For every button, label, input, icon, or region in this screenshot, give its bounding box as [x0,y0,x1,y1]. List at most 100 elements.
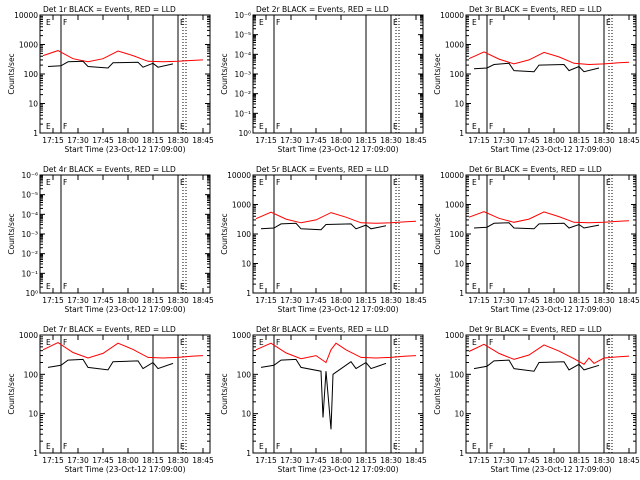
x-tick-label: 17:30 [280,296,302,305]
x-tick-label: 18:15 [142,456,164,465]
x-tick-label: 18:15 [355,456,377,465]
x-tick-label: 17:15 [468,456,490,465]
x-tick-label: 18:00 [543,136,565,145]
y-tick-label: 10 [241,260,251,269]
y-tick-label: 1 [246,289,251,298]
x-tick-label: 17:30 [493,296,515,305]
segment-marker: E [180,442,185,451]
y-tick-label: 100 [450,230,465,239]
panel-det-8r: Det 8r BLACK = Events, RED = LLD 1 10 100 10… [220,325,427,474]
segment-marker-top: E [46,178,51,187]
x-tick-label: 18:45 [192,136,214,145]
plot-frame [465,14,637,134]
segment-marker-top: E [606,338,611,347]
segment-marker: E [472,122,477,131]
segment-marker-top: E [393,338,398,347]
x-tick-label: 18:30 [167,296,189,305]
y-tick-label: 1000 [445,41,464,50]
plot-frame [465,334,637,454]
y-tick-label: 1000 [19,41,38,50]
y-tick-label: 10000 [14,11,38,20]
y-tick-label: 10⁻⁵ [234,31,251,40]
segment-marker-top: F [63,18,67,27]
x-tick-label: 18:15 [568,296,590,305]
x-axis-label: Start Time (23-Oct-12 17:09:00) [277,145,398,154]
x-tick-label: 18:15 [568,136,590,145]
x-tick-label: 18:30 [380,136,402,145]
segment-marker-top: F [63,178,67,187]
x-tick-label: 18:45 [618,456,640,465]
segment-marker: E [46,442,51,451]
panel-title: Det 4r BLACK = Events, RED = LLD [43,165,176,174]
segment-marker-top: E [472,178,477,187]
x-tick-label: 18:30 [167,456,189,465]
plot-frame [252,14,424,134]
y-axis-label: Counts/sec [220,373,229,414]
y-axis-label: Counts/sec [7,373,16,414]
y-tick-label: 10⁻⁴ [21,210,38,219]
x-tick-label: 18:45 [405,296,427,305]
segment-marker: E [606,442,611,451]
segment-marker: E [472,442,477,451]
plot-frame [39,334,211,454]
segment-marker: F [63,122,67,131]
x-tick-label: 17:45 [305,136,327,145]
x-tick-label: 17:30 [67,296,89,305]
x-tick-label: 18:00 [543,296,565,305]
segment-marker-top: F [489,18,493,27]
x-axis-label: Start Time (23-Oct-12 17:09:00) [490,465,611,474]
x-tick-label: 18:00 [117,136,139,145]
segment-marker-top: E [393,18,398,27]
segment-marker-top: E [259,178,264,187]
x-tick-label: 18:30 [167,136,189,145]
x-tick-label: 18:30 [593,136,615,145]
segment-marker: F [489,122,493,131]
events-series-line [260,222,387,231]
segment-marker: F [63,442,67,451]
segment-marker-top: E [180,18,185,27]
x-tick-label: 18:30 [380,296,402,305]
x-tick-label: 18:30 [593,456,615,465]
x-tick-label: 17:30 [280,456,302,465]
events-series-line [47,60,174,69]
y-tick-label: 10 [28,100,38,109]
segment-marker-top: E [180,178,185,187]
x-tick-label: 18:15 [568,456,590,465]
y-tick-label: 10⁻¹ [234,109,251,118]
y-tick-label: 10000 [440,11,464,20]
x-tick-label: 18:15 [142,296,164,305]
x-axis-label: Start Time (23-Oct-12 17:09:00) [64,305,185,314]
plot-frame [465,174,637,294]
y-tick-label: 10⁻⁴ [234,50,251,59]
x-tick-label: 17:15 [255,456,277,465]
y-tick-label: 10 [454,100,464,109]
segment-marker-top: E [259,18,264,27]
y-tick-label: 10⁻⁶ [21,171,38,180]
events-series-line [473,359,600,372]
x-tick-label: 18:45 [192,456,214,465]
y-tick-label: 10 [28,410,38,419]
y-tick-label: 1 [459,129,464,138]
segment-marker: E [259,442,264,451]
events-series-line [473,62,600,73]
panel-det-7r: Det 7r BLACK = Events, RED = LLD 1 10 100 10… [7,325,214,474]
x-tick-label: 17:15 [468,136,490,145]
y-tick-label: 100 [24,70,39,79]
segment-marker-top: F [489,178,493,187]
y-tick-label: 10⁻³ [234,70,251,79]
panel-title: Det 5r BLACK = Events, RED = LLD [256,165,389,174]
plot-frame [39,174,211,294]
panel-det-5r: Det 5r BLACK = Events, RED = LLD 1 10 100 10… [220,165,427,314]
lld-series-line [468,51,630,66]
x-tick-label: 17:45 [305,296,327,305]
y-axis-label: Counts/sec [7,213,16,254]
x-tick-label: 17:15 [42,296,64,305]
y-tick-label: 10 [454,260,464,269]
x-tick-label: 17:30 [493,456,515,465]
y-tick-label: 10⁻⁵ [21,191,38,200]
x-tick-label: 18:00 [330,456,352,465]
x-tick-label: 18:45 [405,136,427,145]
segment-marker: E [393,282,398,291]
x-tick-label: 18:00 [330,296,352,305]
